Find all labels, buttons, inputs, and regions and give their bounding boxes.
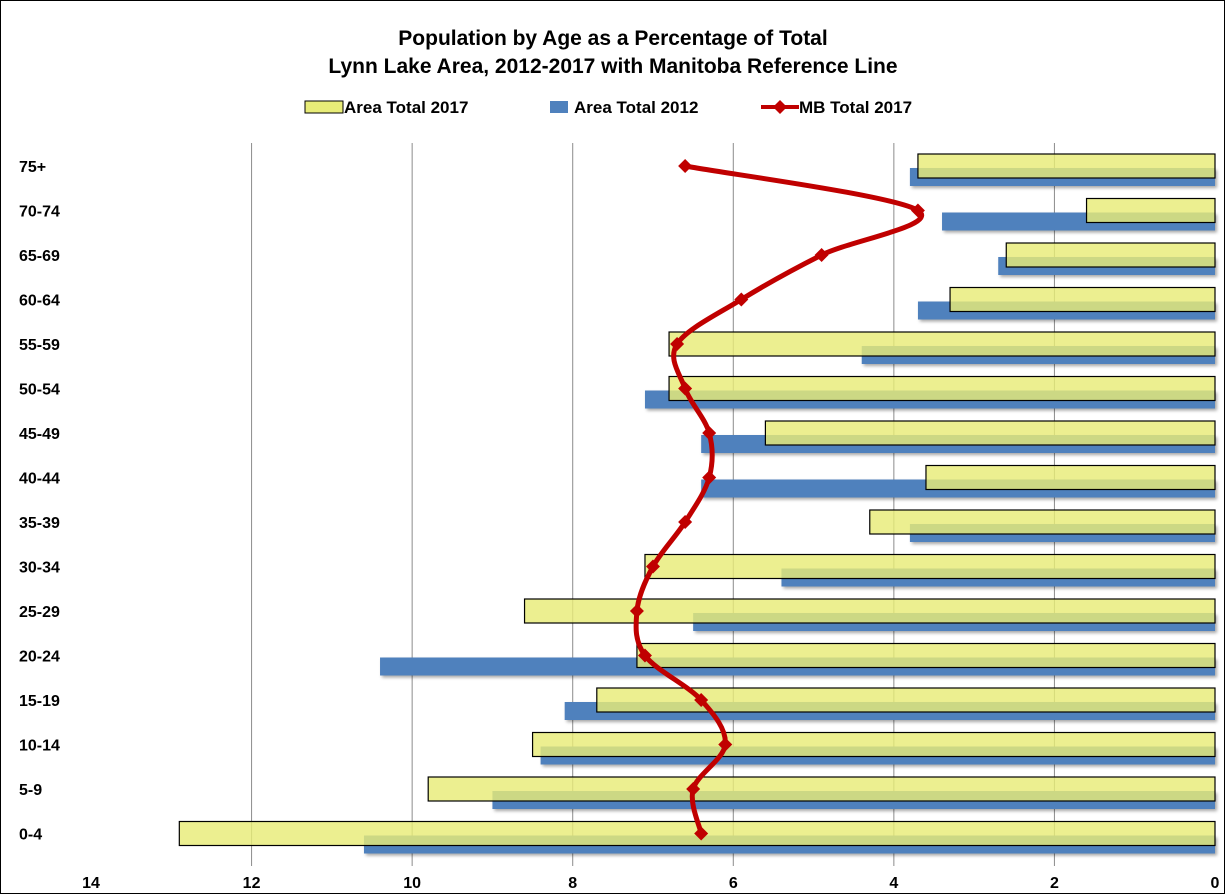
x-tick-label: 0	[1211, 875, 1220, 892]
x-tick-label: 8	[568, 875, 577, 892]
mb-marker	[694, 693, 709, 707]
mb-marker	[702, 470, 717, 485]
y-tick-label: 30-34	[19, 560, 60, 577]
bar-2017	[644, 553, 1216, 580]
bar-2017	[668, 331, 1216, 357]
x-axis-tick-labels: 14 12 10 8 6 4 2 0	[82, 875, 1219, 892]
y-tick-label: 0-4	[19, 827, 42, 844]
y-tick-label: 35-39	[19, 515, 60, 532]
y-tick-label: 40-44	[19, 471, 60, 488]
mb-marker	[718, 737, 733, 752]
bar-2017	[764, 420, 1216, 446]
mb-marker	[686, 782, 701, 796]
chart-title: Population by Age as a Percentage of Tot…	[398, 27, 827, 50]
y-tick-label: 70-74	[19, 204, 60, 221]
y-tick-label: 55-59	[19, 337, 60, 354]
bar-2017	[1005, 242, 1216, 268]
y-tick-label: 50-54	[19, 382, 60, 399]
mb-marker	[702, 426, 717, 440]
mb-marker	[637, 648, 652, 663]
y-tick-label: 75+	[19, 159, 46, 176]
mb-marker	[629, 604, 644, 618]
bar-2017	[949, 286, 1216, 313]
series-area-total-2017	[178, 153, 1216, 847]
mb-marker	[734, 292, 749, 307]
bar-2017	[427, 776, 1216, 802]
legend: Area Total 2017 Area Total 2012 MB Total 2…	[304, 98, 912, 117]
mb-line-path	[633, 163, 924, 836]
legend-marker-mb-total-2017	[773, 100, 787, 114]
y-tick-label: 65-69	[19, 248, 60, 265]
x-tick-label: 4	[889, 875, 898, 892]
mb-marker	[678, 515, 693, 529]
bar-2017	[917, 153, 1216, 179]
bar-2017	[668, 375, 1216, 402]
mb-marker	[910, 203, 925, 218]
x-tick-label: 10	[403, 875, 421, 892]
bar-2017	[1085, 197, 1216, 224]
bar-2017	[636, 642, 1216, 669]
y-axis-tick-labels: 75+ 70-74 65-69 60-64 55-59 50-54 45-49 40-44 35…	[19, 159, 60, 844]
mb-marker	[670, 337, 685, 351]
legend-label-area-total-2017: Area Total 2017	[344, 98, 468, 117]
series-mb-total-2017	[629, 159, 925, 841]
y-tick-label: 20-24	[19, 649, 60, 666]
bar-2017	[531, 731, 1216, 758]
x-tick-label: 6	[729, 875, 738, 892]
mb-marker	[646, 559, 660, 574]
mb-marker	[814, 248, 829, 262]
mb-marker	[678, 159, 693, 173]
legend-swatch-area-total-2012	[550, 101, 568, 113]
mb-marker	[694, 826, 709, 841]
y-tick-label: 25-29	[19, 604, 60, 621]
x-tick-label: 12	[243, 875, 261, 892]
chart-subtitle: Lynn Lake Area, 2012-2017 with Manitoba …	[328, 55, 897, 78]
legend-label-area-total-2012: Area Total 2012	[574, 98, 698, 117]
legend-swatch-area-total-2017	[304, 100, 344, 114]
mb-marker	[678, 381, 693, 396]
bar-2017	[869, 509, 1216, 535]
y-tick-label: 5-9	[19, 782, 42, 799]
legend-label-mb-total-2017: MB Total 2017	[799, 98, 912, 117]
y-tick-label: 60-64	[19, 293, 60, 310]
x-tick-label: 14	[82, 875, 100, 892]
bar-2017	[523, 598, 1216, 624]
y-tick-label: 15-19	[19, 693, 60, 710]
x-tick-label: 2	[1050, 875, 1059, 892]
y-tick-label: 45-49	[19, 426, 60, 443]
y-tick-label: 10-14	[19, 738, 60, 755]
bar-2017	[925, 464, 1216, 491]
